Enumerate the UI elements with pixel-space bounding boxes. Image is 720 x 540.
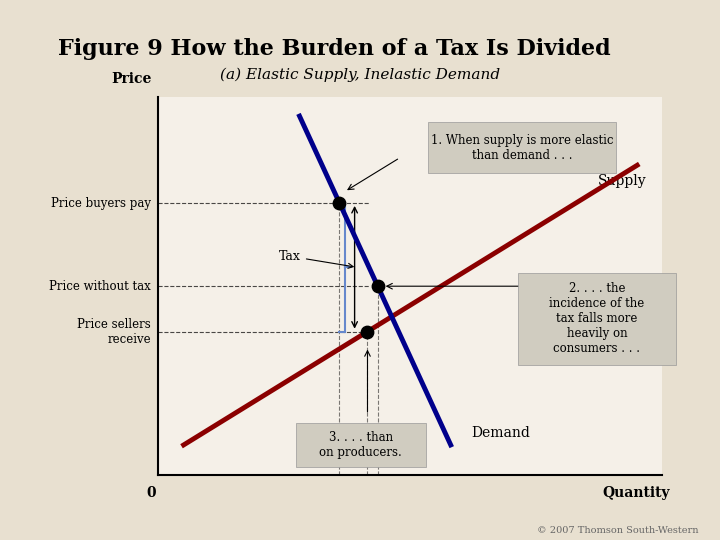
Text: Price sellers
receive: Price sellers receive — [78, 318, 151, 346]
Text: 3. . . . than
on producers.: 3. . . . than on producers. — [320, 431, 402, 459]
Text: Demand: Demand — [471, 426, 530, 440]
Text: Figure 9 How the Burden of a Tax Is Divided: Figure 9 How the Burden of a Tax Is Divi… — [58, 38, 611, 60]
Text: Tax: Tax — [279, 249, 354, 268]
Text: Price buyers pay: Price buyers pay — [51, 197, 151, 210]
Text: 1. When supply is more elastic
than demand . . .: 1. When supply is more elastic than dema… — [431, 134, 613, 162]
Text: Price: Price — [111, 72, 151, 86]
Text: Quantity: Quantity — [602, 486, 670, 500]
Text: Price without tax: Price without tax — [50, 280, 151, 293]
Point — [361, 327, 373, 336]
Text: © 2007 Thomson South-Western: © 2007 Thomson South-Western — [537, 525, 698, 535]
Text: (a) Elastic Supply, Inelastic Demand: (a) Elastic Supply, Inelastic Demand — [220, 68, 500, 82]
Point — [334, 199, 346, 207]
Text: 2. . . . the
incidence of the
tax falls more
heavily on
consumers . . .: 2. . . . the incidence of the tax falls … — [549, 282, 644, 355]
Text: Supply: Supply — [598, 174, 647, 188]
Text: 0: 0 — [146, 486, 156, 500]
Point — [372, 282, 384, 291]
